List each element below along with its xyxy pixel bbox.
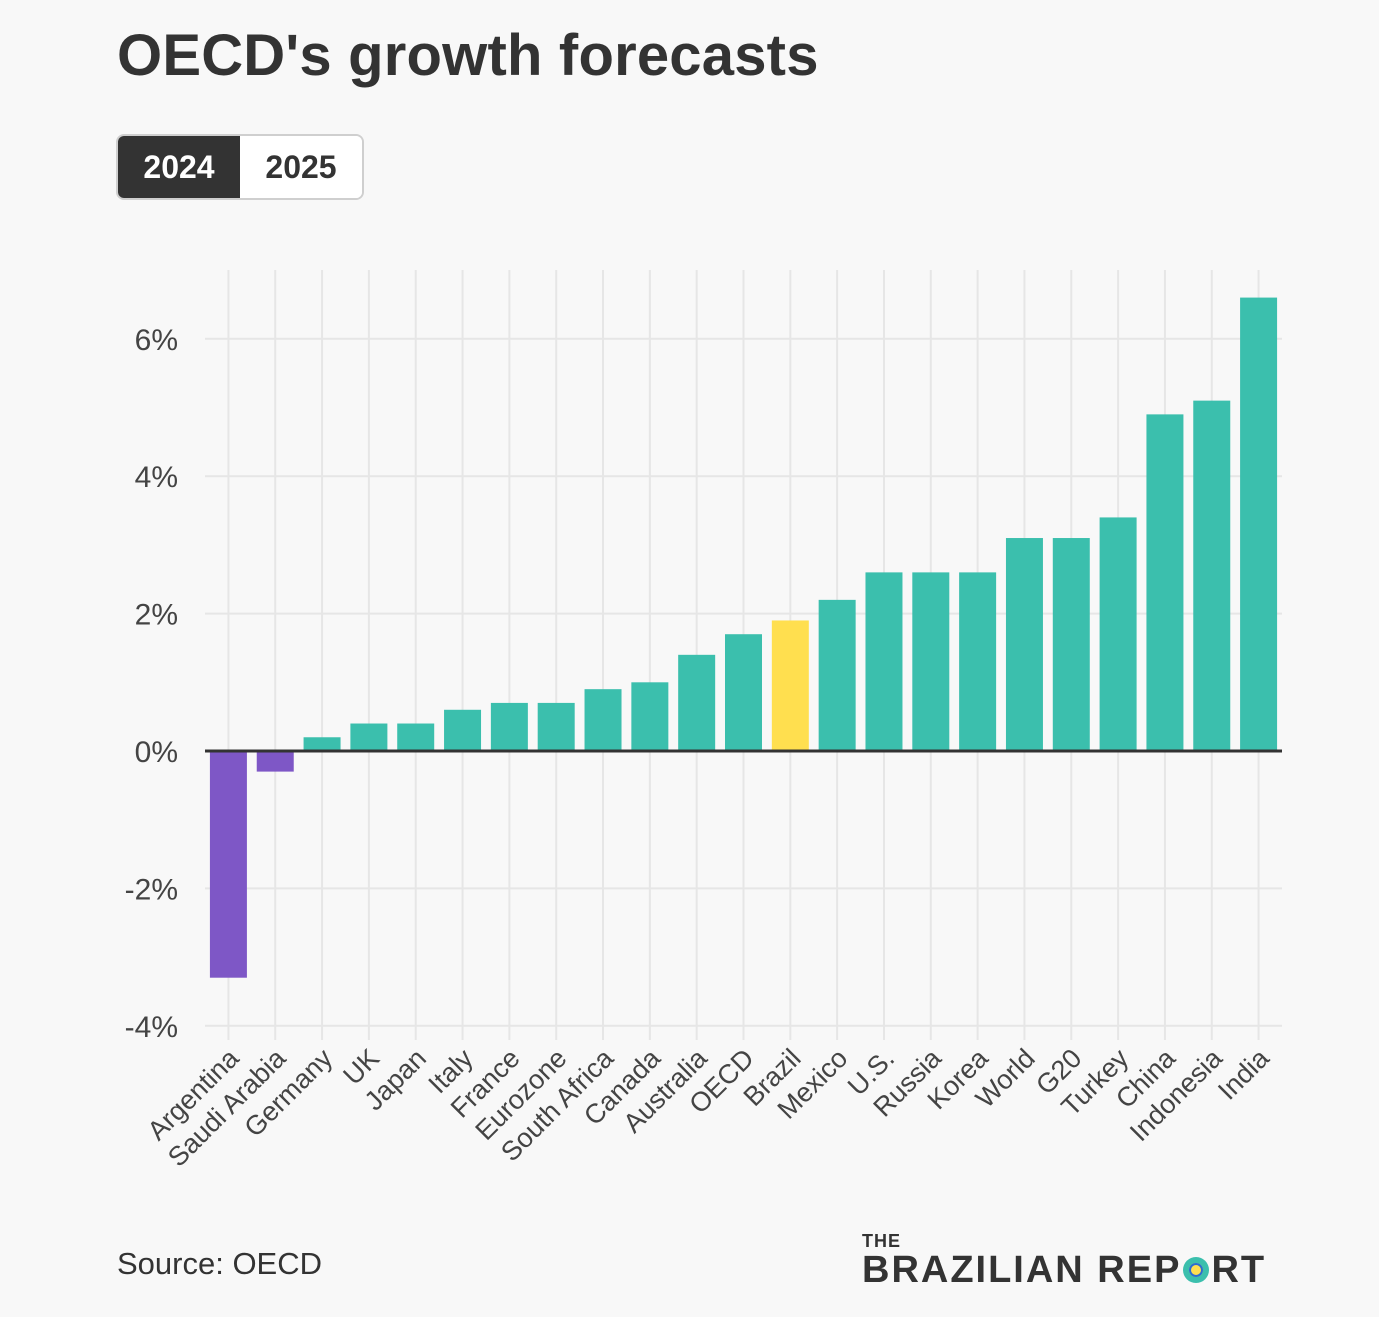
y-tick-label: 4% <box>135 461 178 494</box>
y-tick-label: 0% <box>135 736 178 769</box>
bar-argentina[interactable] <box>209 751 247 978</box>
bar-france[interactable] <box>490 702 528 751</box>
tab-2024[interactable]: 2024 <box>118 136 240 198</box>
bar-u-s-[interactable] <box>865 572 903 751</box>
logo-text-part2: RT <box>1211 1249 1267 1291</box>
bar-uk[interactable] <box>350 723 388 751</box>
logo-the: THE <box>862 1231 901 1251</box>
bar-korea[interactable] <box>959 572 997 751</box>
bar-g20[interactable] <box>1052 538 1090 751</box>
bar-south-africa[interactable] <box>584 689 622 751</box>
bar-oecd[interactable] <box>725 634 762 751</box>
bar-mexico[interactable] <box>818 599 856 751</box>
globe-icon <box>1183 1257 1210 1283</box>
source-note: Source: OECD <box>117 1246 323 1281</box>
bar-japan[interactable] <box>397 723 435 751</box>
y-tick-label: -2% <box>125 873 178 906</box>
bar-saudi-arabia[interactable] <box>256 751 294 772</box>
bar-australia[interactable] <box>678 654 716 751</box>
tab-2025[interactable]: 2025 <box>240 136 362 198</box>
bars <box>209 297 1278 978</box>
bar-turkey[interactable] <box>1099 517 1137 751</box>
bar-china[interactable] <box>1146 414 1184 751</box>
bar-india[interactable] <box>1240 297 1278 751</box>
x-tick-label: India <box>1212 1042 1275 1105</box>
bar-eurozone[interactable] <box>537 702 575 751</box>
chart-title: OECD's growth forecasts <box>117 23 819 88</box>
logo-text-part1: BRAZILIAN REP <box>862 1249 1182 1291</box>
year-toggle: 2024 2025 <box>116 134 364 200</box>
bar-italy[interactable] <box>444 709 482 751</box>
brazilian-report-logo: THE BRAZILIAN REP RT <box>862 1232 1266 1290</box>
y-tick-label: -4% <box>125 1011 178 1044</box>
bar-indonesia[interactable] <box>1193 400 1231 751</box>
y-tick-label: 6% <box>135 324 178 357</box>
bar-brazil[interactable] <box>771 620 809 751</box>
bar-germany[interactable] <box>303 737 341 751</box>
y-axis-ticks: -4% -2% 0% 2% 4% 6% <box>125 324 178 1044</box>
y-tick-label: 2% <box>135 599 178 632</box>
logo-wordmark: BRAZILIAN REP RT <box>862 1250 1266 1290</box>
bar-canada[interactable] <box>631 682 669 751</box>
bar-world[interactable] <box>1005 538 1043 751</box>
bar-russia[interactable] <box>912 572 950 751</box>
